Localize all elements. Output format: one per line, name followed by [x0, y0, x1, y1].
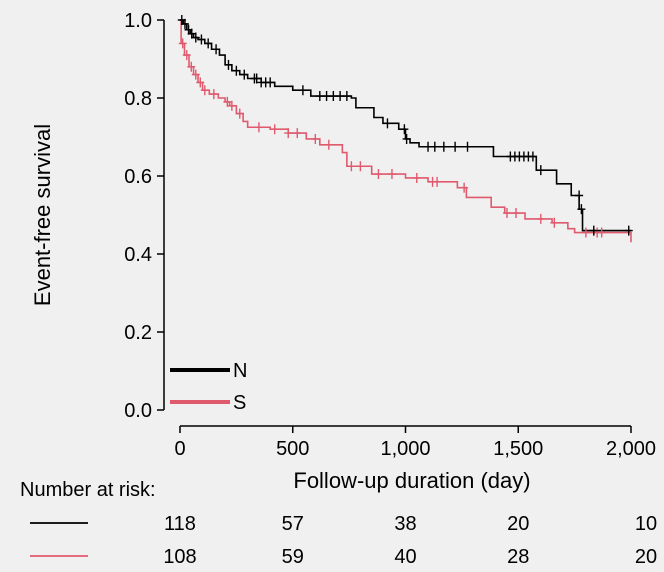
censor-mark-S	[502, 208, 511, 219]
survival-curves	[180, 19, 632, 243]
censor-mark-N	[204, 38, 213, 49]
censor-mark-N	[212, 44, 221, 55]
censor-mark-S	[374, 169, 383, 180]
censor-mark-S	[182, 50, 191, 61]
censor-mark-S	[324, 139, 333, 150]
censor-mark-N	[315, 91, 324, 102]
x-axis-label: Follow-up duration (day)	[293, 468, 530, 493]
y-tick-label: 0.6	[124, 166, 152, 188]
censor-mark-S	[209, 89, 218, 100]
x-tick-label: 2,000	[606, 438, 656, 460]
risk-value: 38	[394, 513, 416, 535]
risk-value: 108	[163, 546, 196, 568]
censor-mark-S	[536, 213, 545, 224]
legend-label-N: N	[233, 360, 247, 382]
censor-marks	[177, 15, 633, 238]
axes: 0.0 0.2 0.4 0.6 0.8 1.0 0 500 1,000 1,500 2,000	[124, 10, 656, 460]
censor-mark-S	[254, 122, 263, 133]
censor-mark-N	[424, 141, 433, 152]
censor-mark-N	[298, 85, 307, 96]
censor-mark-S	[284, 128, 293, 139]
censor-mark-N	[224, 59, 233, 70]
censor-mark-S	[223, 96, 232, 107]
risk-table-label: Number at risk:	[20, 479, 156, 501]
censor-mark-N	[336, 91, 345, 102]
censor-mark-N	[577, 204, 586, 215]
risk-value: 28	[507, 546, 529, 568]
censor-mark-S	[511, 208, 520, 219]
censor-mark-S	[550, 217, 559, 228]
censor-mark-N	[575, 190, 584, 201]
y-axis-label: Event-free survival	[30, 124, 55, 306]
censor-mark-N	[400, 124, 409, 135]
risk-value: 40	[394, 546, 416, 568]
legend-label-S: S	[233, 392, 246, 414]
censor-mark-N	[463, 141, 472, 152]
y-tick-label: 0.8	[124, 88, 152, 110]
censor-mark-S	[311, 133, 320, 144]
censor-mark-N	[430, 141, 439, 152]
y-tick-label: 1.0	[124, 10, 152, 32]
censor-mark-N	[624, 225, 633, 236]
censor-mark-N	[329, 91, 338, 102]
censor-mark-N	[383, 118, 392, 129]
censor-mark-N	[180, 18, 189, 29]
censor-mark-S	[597, 227, 606, 238]
censor-mark-S	[196, 77, 205, 88]
risk-value: 20	[507, 513, 529, 535]
censor-mark-S	[270, 124, 279, 135]
y-tick-label: 0.4	[124, 244, 152, 266]
x-tick-label: 500	[276, 438, 309, 460]
censor-mark-N	[342, 91, 351, 102]
y-tick-label: 0.0	[124, 400, 152, 422]
censor-mark-N	[187, 28, 196, 39]
censor-mark-N	[322, 91, 331, 102]
censor-mark-N	[536, 165, 545, 176]
censor-mark-N	[402, 133, 411, 144]
risk-value: 59	[282, 546, 304, 568]
censor-mark-S	[235, 108, 244, 119]
x-tick-label: 1,500	[493, 438, 543, 460]
censor-mark-N	[266, 77, 275, 88]
y-tick-label: 0.2	[124, 322, 152, 344]
censor-mark-S	[178, 38, 187, 49]
censor-mark-S	[433, 176, 442, 187]
risk-value: 118	[164, 513, 196, 535]
censor-mark-N	[191, 32, 200, 43]
legend: NS	[170, 360, 247, 414]
censor-mark-N	[240, 69, 249, 80]
risk-value: 20	[635, 546, 657, 568]
censor-mark-S	[356, 161, 365, 172]
risk-table: Number at risk: 118 57 38 20 10 108 59 40 28 20	[20, 479, 657, 568]
censor-mark-S	[460, 182, 469, 193]
censor-mark-N	[252, 73, 261, 84]
censor-mark-S	[200, 85, 209, 96]
censor-mark-S	[347, 161, 356, 172]
censor-mark-S	[581, 227, 590, 238]
risk-value: 57	[282, 513, 304, 535]
censor-mark-N	[451, 141, 460, 152]
censor-mark-S	[293, 128, 302, 139]
x-tick-label: 1,000	[380, 438, 430, 460]
x-tick-label: 0	[174, 438, 185, 460]
censor-mark-S	[387, 169, 396, 180]
censor-mark-N	[439, 141, 448, 152]
censor-mark-S	[187, 61, 196, 72]
censor-mark-S	[412, 172, 421, 183]
censor-mark-S	[227, 100, 236, 111]
censor-mark-S	[191, 69, 200, 80]
censor-mark-N	[528, 151, 537, 162]
censor-mark-N	[232, 65, 241, 76]
censor-mark-N	[197, 34, 206, 45]
censor-mark-N	[589, 225, 598, 236]
risk-value: 10	[635, 513, 657, 535]
